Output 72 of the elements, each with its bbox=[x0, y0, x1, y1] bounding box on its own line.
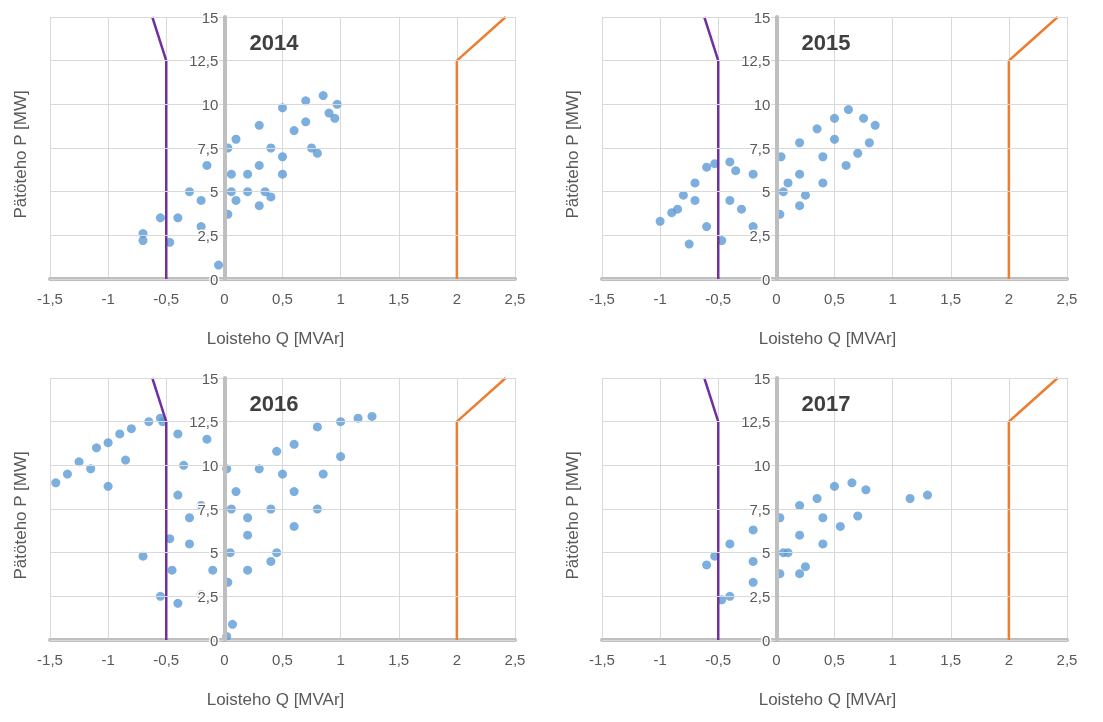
x-tick-label: -1 bbox=[653, 651, 667, 668]
x-tick-label: 1 bbox=[888, 651, 897, 668]
x-tick-label: -1,5 bbox=[37, 651, 63, 668]
y-tick-label: 5 bbox=[762, 183, 771, 201]
x-axis-title: Loisteho Q [MVAr] bbox=[758, 690, 897, 709]
y-tick-label: 15 bbox=[201, 8, 219, 26]
x-axis-title: Loisteho Q [MVAr] bbox=[758, 329, 897, 348]
x-tick-label: 0,5 bbox=[824, 290, 845, 307]
y-tick-label: 15 bbox=[753, 8, 771, 26]
y-tick-label: 0 bbox=[210, 270, 219, 288]
y-tick-label: 7,5 bbox=[197, 139, 219, 157]
x-tick-label: 1 bbox=[336, 651, 345, 668]
x-tick-label: -0,5 bbox=[705, 651, 732, 668]
x-tick-label: 1 bbox=[888, 290, 897, 307]
text: 2015 bbox=[801, 29, 851, 55]
x-tick-label: -1 bbox=[101, 651, 115, 668]
y-tick-label: 0 bbox=[210, 631, 219, 649]
x-axis-title: Loisteho Q [MVAr] bbox=[206, 329, 345, 348]
x-axis-title: Loisteho Q [MVAr] bbox=[206, 690, 345, 709]
y-tick-label: 7,5 bbox=[749, 500, 771, 518]
x-tick-label: 2 bbox=[452, 651, 462, 668]
y-tick-label: 0 bbox=[762, 631, 771, 649]
x-tick-label: -1,5 bbox=[589, 651, 615, 668]
y-axis-title: Pätöteho P [MW] bbox=[563, 90, 582, 219]
x-tick-label: 2,5 bbox=[1056, 651, 1078, 668]
y-axis-title: Pätöteho P [MW] bbox=[11, 90, 30, 219]
x-tick-label: -0,5 bbox=[705, 290, 732, 307]
y-tick-label: 12,5 bbox=[741, 413, 771, 431]
y-tick-label: 2,5 bbox=[749, 226, 771, 244]
x-tick-label: 1,5 bbox=[940, 290, 962, 307]
y-tick-label: 12,5 bbox=[189, 413, 219, 431]
y-axis-title: Pätöteho P [MW] bbox=[11, 451, 30, 580]
x-tick-label: 2 bbox=[1004, 651, 1014, 668]
y-tick-label: 0 bbox=[762, 270, 771, 288]
x-tick-label: 0,5 bbox=[824, 651, 845, 668]
x-tick-label: 2,5 bbox=[504, 290, 526, 307]
x-tick-label: 1,5 bbox=[388, 290, 410, 307]
x-tick-label: 2,5 bbox=[1056, 290, 1078, 307]
y-tick-label: 7,5 bbox=[197, 500, 219, 518]
x-tick-label: 2,5 bbox=[504, 651, 526, 668]
x-tick-label: 0,5 bbox=[272, 290, 293, 307]
x-tick-label: 0,5 bbox=[272, 651, 293, 668]
text: 2016 bbox=[249, 390, 299, 416]
x-tick-label: -0,5 bbox=[153, 651, 180, 668]
y-tick-label: 2,5 bbox=[749, 587, 771, 605]
y-tick-label: 5 bbox=[210, 183, 219, 201]
x-tick-label: 2 bbox=[1004, 290, 1014, 307]
y-tick-label: 10 bbox=[201, 456, 219, 474]
x-tick-label: -1 bbox=[101, 290, 115, 307]
y-tick-label: 15 bbox=[753, 369, 771, 387]
y-tick-label: 15 bbox=[201, 369, 219, 387]
x-tick-label: -1 bbox=[653, 290, 667, 307]
y-tick-label: 5 bbox=[762, 544, 771, 562]
y-tick-label: 10 bbox=[753, 95, 771, 113]
x-tick-label: 1,5 bbox=[388, 651, 410, 668]
y-tick-label: 5 bbox=[210, 544, 219, 562]
y-tick-label: 10 bbox=[753, 456, 771, 474]
y-tick-label: 10 bbox=[201, 95, 219, 113]
y-axis-title: Pätöteho P [MW] bbox=[563, 451, 582, 580]
text: 2014 bbox=[249, 29, 300, 55]
y-tick-label: 12,5 bbox=[741, 52, 771, 70]
x-tick-label: -1,5 bbox=[589, 290, 615, 307]
y-tick-label: 7,5 bbox=[749, 139, 771, 157]
x-tick-label: -0,5 bbox=[153, 290, 180, 307]
y-tick-label: 2,5 bbox=[197, 226, 219, 244]
text: 2017 bbox=[801, 390, 851, 416]
x-tick-label: 1,5 bbox=[940, 651, 962, 668]
x-tick-label: 1 bbox=[336, 290, 345, 307]
x-tick-label: 2 bbox=[452, 290, 462, 307]
y-tick-label: 12,5 bbox=[189, 52, 219, 70]
x-tick-label: -1,5 bbox=[37, 290, 63, 307]
y-tick-label: 2,5 bbox=[197, 587, 219, 605]
